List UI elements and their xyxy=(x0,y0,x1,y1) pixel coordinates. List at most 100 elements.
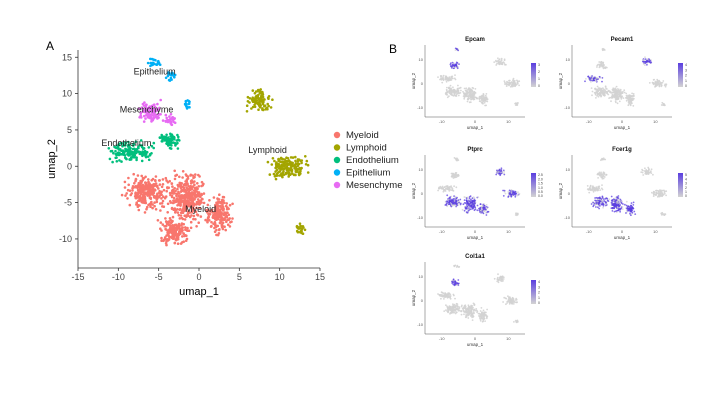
data-point xyxy=(146,155,150,158)
data-point xyxy=(446,94,448,96)
y-tick-label: -10 xyxy=(59,234,72,244)
data-point xyxy=(665,190,668,193)
data-point xyxy=(626,207,628,210)
data-point xyxy=(642,58,645,61)
data-point xyxy=(613,202,616,205)
data-point xyxy=(596,189,599,191)
data-point xyxy=(622,97,625,99)
data-point xyxy=(183,203,187,206)
data-point xyxy=(504,83,506,86)
data-point xyxy=(632,95,635,98)
data-point xyxy=(219,218,222,221)
data-point xyxy=(280,166,283,169)
data-point xyxy=(161,205,164,208)
y-tick-label: 0 xyxy=(568,81,571,86)
data-point xyxy=(513,321,515,323)
legend-label: Endothelium xyxy=(346,155,399,166)
data-point xyxy=(137,191,140,194)
data-point xyxy=(500,169,502,172)
data-point xyxy=(159,113,162,116)
data-point xyxy=(507,84,510,86)
data-point xyxy=(629,95,632,98)
data-point xyxy=(179,228,182,231)
data-point xyxy=(190,201,193,204)
data-point xyxy=(652,173,654,176)
data-point xyxy=(466,200,468,203)
data-point xyxy=(277,158,280,161)
data-point xyxy=(448,92,451,94)
data-point xyxy=(182,199,185,203)
data-point xyxy=(259,96,263,100)
data-point xyxy=(469,208,472,211)
data-point xyxy=(477,196,480,199)
data-point xyxy=(470,312,472,315)
data-point xyxy=(165,179,168,182)
data-point xyxy=(601,157,603,160)
data-point xyxy=(174,208,177,211)
data-point xyxy=(605,203,607,206)
data-point xyxy=(179,186,183,190)
data-point xyxy=(658,80,661,83)
data-point xyxy=(484,320,486,322)
data-point xyxy=(604,89,606,91)
data-point xyxy=(452,65,454,67)
data-point xyxy=(180,222,184,225)
data-point xyxy=(160,140,164,143)
color-scale-tick: 0.0 xyxy=(538,194,543,198)
data-point xyxy=(482,309,485,312)
data-point xyxy=(147,146,151,149)
data-point xyxy=(167,231,171,234)
data-point xyxy=(225,207,229,211)
data-point xyxy=(258,99,262,102)
data-point xyxy=(447,203,450,206)
data-point xyxy=(227,218,230,221)
data-point xyxy=(200,197,204,201)
data-point xyxy=(607,200,610,203)
y-axis-label: umap_2 xyxy=(46,139,58,179)
data-point xyxy=(197,185,201,188)
y-axis-label: umap_2 xyxy=(411,289,416,306)
data-point xyxy=(144,175,147,179)
data-point xyxy=(482,95,484,98)
data-point xyxy=(598,200,601,203)
data-point xyxy=(186,177,190,180)
color-scale-tick: 3 xyxy=(538,285,540,289)
data-point xyxy=(596,92,599,95)
data-point xyxy=(144,117,147,120)
data-point xyxy=(221,203,224,207)
data-point xyxy=(273,159,276,163)
data-point xyxy=(463,209,466,212)
data-point xyxy=(177,225,181,229)
color-scale-tick: 3 xyxy=(538,63,540,67)
data-point xyxy=(503,189,506,192)
data-point xyxy=(189,179,193,183)
data-point xyxy=(177,213,181,217)
data-point xyxy=(608,97,610,99)
data-point xyxy=(256,93,260,97)
data-point xyxy=(467,202,470,205)
data-point xyxy=(216,198,220,201)
data-point xyxy=(622,203,624,205)
data-point xyxy=(306,163,310,167)
data-point xyxy=(442,74,445,77)
data-point xyxy=(589,185,592,188)
data-point xyxy=(656,79,659,82)
data-point xyxy=(220,206,223,209)
data-point xyxy=(625,212,627,214)
data-point xyxy=(481,204,484,207)
color-scale-tick: 1 xyxy=(685,79,687,83)
data-point xyxy=(300,159,304,162)
data-point xyxy=(454,66,457,69)
data-point xyxy=(281,157,285,161)
data-point xyxy=(455,63,457,65)
data-point xyxy=(186,175,190,178)
data-point xyxy=(127,154,130,157)
data-point xyxy=(648,82,651,84)
data-point xyxy=(484,94,487,97)
data-point xyxy=(170,220,173,224)
data-point xyxy=(132,186,135,189)
data-point xyxy=(147,158,151,162)
data-point xyxy=(159,209,162,212)
data-point xyxy=(141,102,145,106)
